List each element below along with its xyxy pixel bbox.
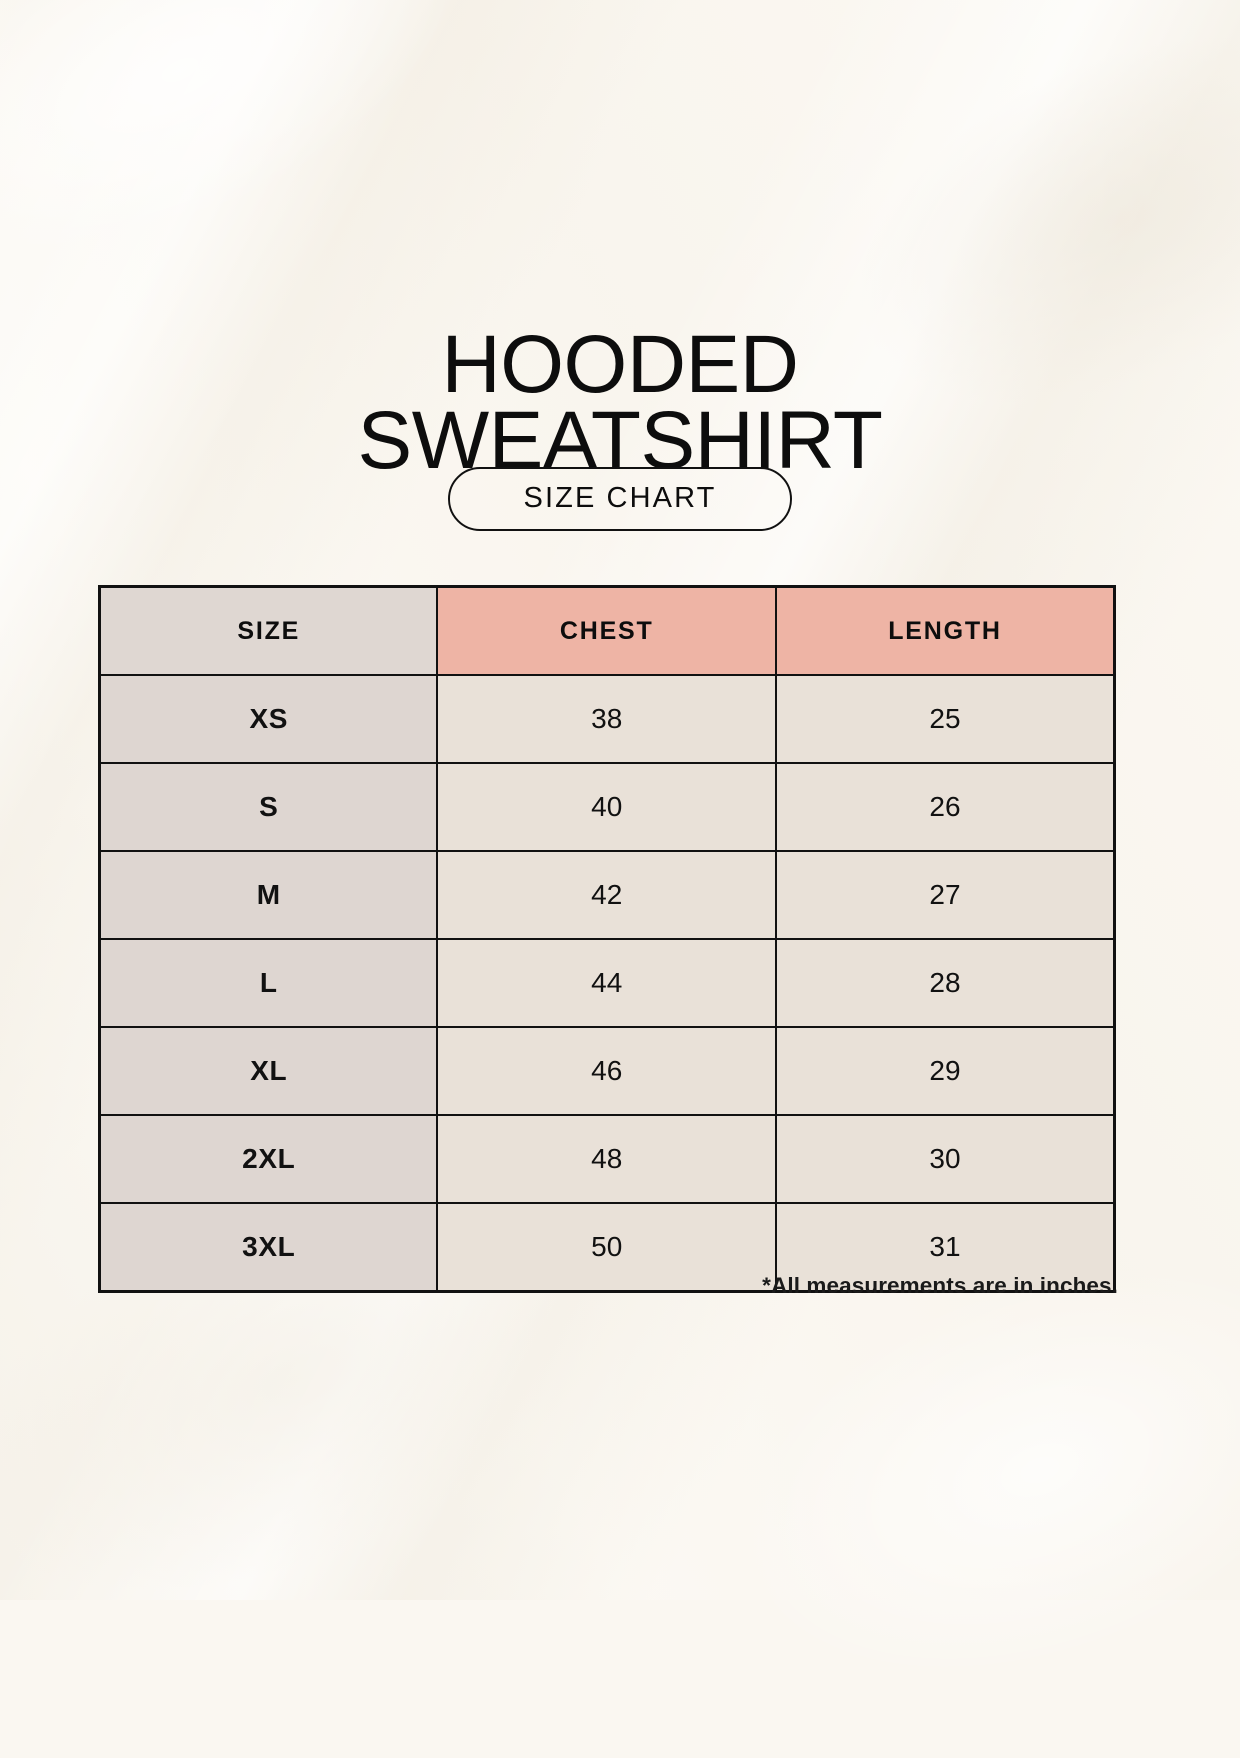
column-header-chest: CHEST <box>436 585 777 676</box>
table-row: XS 38 25 <box>98 674 1116 764</box>
cell-length: 28 <box>774 938 1116 1028</box>
table-row: M 42 27 <box>98 850 1116 940</box>
paper-highlight-top-left <box>0 0 525 341</box>
cell-length: 26 <box>774 762 1116 852</box>
size-chart-table: SIZE CHEST LENGTH XS 38 25 S 40 26 M <box>98 585 1116 1293</box>
page-title: HOODED SWEATSHIRT <box>357 318 884 487</box>
cell-size: M <box>98 850 439 940</box>
cell-size: S <box>98 762 439 852</box>
cell-length: 30 <box>774 1114 1116 1204</box>
cell-chest: 42 <box>436 850 777 940</box>
table-header: SIZE CHEST LENGTH <box>98 585 1116 676</box>
measurement-units-note: *All measurements are in inches. <box>762 1273 1118 1298</box>
cell-size: XL <box>98 1026 439 1116</box>
table-row: 2XL 48 30 <box>98 1114 1116 1204</box>
cell-chest: 44 <box>436 938 777 1028</box>
table-row: L 44 28 <box>98 938 1116 1028</box>
cell-chest: 46 <box>436 1026 777 1116</box>
table-row: S 40 26 <box>98 762 1116 852</box>
size-table-container: SIZE CHEST LENGTH XS 38 25 S 40 26 M <box>98 585 1116 1293</box>
cell-size: XS <box>98 674 439 764</box>
cell-chest: 48 <box>436 1114 777 1204</box>
cell-length: 27 <box>774 850 1116 940</box>
cell-size: 3XL <box>98 1202 439 1293</box>
column-header-length: LENGTH <box>774 585 1116 676</box>
table-header-row: SIZE CHEST LENGTH <box>98 585 1116 676</box>
cell-chest: 50 <box>436 1202 777 1293</box>
cell-chest: 38 <box>436 674 777 764</box>
size-chart-badge-container: SIZE CHART <box>0 467 1240 532</box>
table-row: XL 46 29 <box>98 1026 1116 1116</box>
size-chart-badge: SIZE CHART <box>447 467 793 532</box>
column-header-size: SIZE <box>98 585 439 676</box>
cell-length: 25 <box>774 674 1116 764</box>
cell-size: L <box>98 938 439 1028</box>
table-body: XS 38 25 S 40 26 M 42 27 L 44 28 <box>98 674 1116 1293</box>
cell-chest: 40 <box>436 762 777 852</box>
cell-size: 2XL <box>98 1114 439 1204</box>
cell-length: 29 <box>774 1026 1116 1116</box>
